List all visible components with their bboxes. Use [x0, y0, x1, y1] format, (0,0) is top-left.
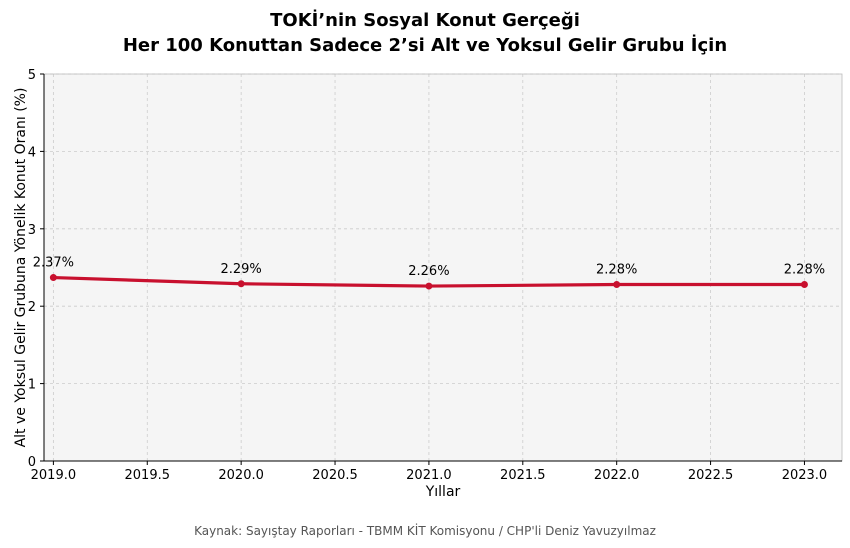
x-tick-label: 2020.5: [312, 468, 358, 483]
axes: [43, 73, 843, 462]
data-point: [49, 274, 57, 282]
x-tick-label: 2021.5: [500, 468, 546, 483]
y-axis-label: Alt ve Yoksul Gelir Grubuna Yönelik Konu…: [13, 88, 29, 448]
y-axis-ticks: 0 1 2 3 4 5: [28, 68, 44, 470]
data-label: 2.29%: [220, 262, 261, 277]
data-labels: 2.37% 2.29% 2.26% 2.28% 2.28%: [33, 256, 825, 280]
y-tick-label: 2: [28, 300, 36, 315]
data-point: [800, 281, 808, 289]
y-tick-label: 3: [28, 223, 36, 238]
y-tick-label: 5: [28, 68, 36, 83]
x-tick-label: 2022.5: [688, 468, 734, 483]
source-note: Kaynak: Sayıştay Raporları - TBMM KİT Ko…: [194, 524, 656, 538]
data-point: [237, 280, 245, 288]
data-label: 2.26%: [408, 264, 449, 279]
data-label: 2.28%: [596, 263, 637, 278]
chart-title-block: TOKİ’nin Sosyal Konut Gerçeği Her 100 Ko…: [0, 8, 850, 58]
x-axis-ticks: 2019.0 2019.5 2020.0 2020.5 2021.0 2021.5 2022…: [31, 461, 828, 483]
y-tick-label: 1: [28, 378, 36, 393]
data-label: 2.28%: [784, 263, 825, 278]
chart-subtitle: Her 100 Konuttan Sadece 2’si Alt ve Yoks…: [122, 35, 728, 56]
x-tick-label: 2023.0: [782, 468, 828, 483]
data-point: [613, 281, 621, 289]
x-tick-label: 2019.5: [125, 468, 171, 483]
x-axis-label: Yıllar: [425, 484, 461, 500]
y-tick-label: 0: [28, 455, 36, 470]
x-tick-label: 2020.0: [218, 468, 264, 483]
plot-area: [44, 74, 842, 461]
x-tick-label: 2021.0: [406, 468, 452, 483]
data-label: 2.37%: [33, 256, 74, 271]
data-point: [425, 282, 433, 290]
series-group: [49, 274, 808, 290]
chart-title: TOKİ’nin Sosyal Konut Gerçeği: [270, 10, 580, 31]
y-tick-label: 4: [28, 145, 36, 160]
x-tick-label: 2019.0: [31, 468, 77, 483]
x-tick-label: 2022.0: [594, 468, 640, 483]
